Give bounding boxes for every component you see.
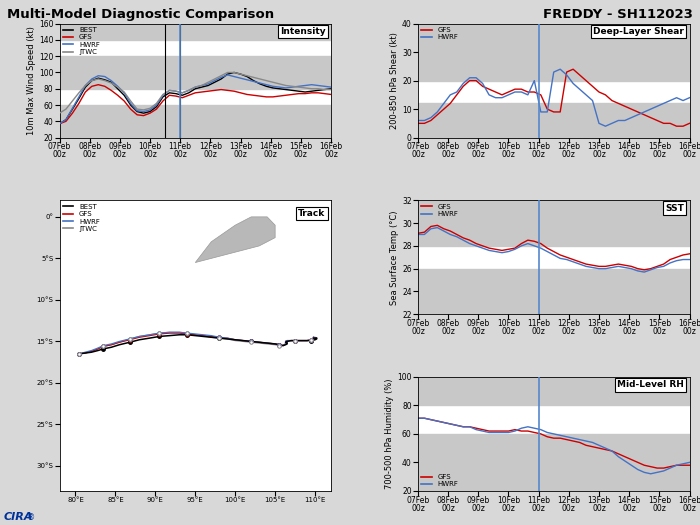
Text: SST: SST: [665, 204, 684, 213]
Legend: GFS, HWRF: GFS, HWRF: [421, 27, 458, 40]
Bar: [418, 377, 690, 405]
Bar: [418, 434, 690, 491]
Y-axis label: 10m Max Wind Speed (kt): 10m Max Wind Speed (kt): [27, 26, 36, 135]
Bar: [418, 200, 690, 246]
Text: Intensity: Intensity: [280, 27, 326, 36]
Text: CIRA: CIRA: [4, 512, 33, 522]
Text: ®: ®: [27, 513, 35, 522]
Legend: GFS, HWRF: GFS, HWRF: [421, 474, 458, 487]
Bar: [418, 24, 690, 81]
Y-axis label: 200-850 hPa Shear (kt): 200-850 hPa Shear (kt): [390, 32, 399, 129]
Text: Mid-Level RH: Mid-Level RH: [617, 380, 684, 390]
Text: Multi-Model Diagnostic Comparison: Multi-Model Diagnostic Comparison: [7, 8, 274, 21]
Legend: BEST, GFS, HWRF, JTWC: BEST, GFS, HWRF, JTWC: [63, 204, 100, 232]
Bar: [60, 24, 331, 40]
Text: Track: Track: [298, 209, 326, 218]
Text: FREDDY - SH112023: FREDDY - SH112023: [543, 8, 693, 21]
Bar: [418, 103, 690, 138]
Legend: BEST, GFS, HWRF, JTWC: BEST, GFS, HWRF, JTWC: [63, 27, 100, 55]
Legend: GFS, HWRF: GFS, HWRF: [421, 204, 458, 217]
Bar: [60, 105, 331, 138]
Bar: [418, 269, 690, 314]
Y-axis label: 700-500 hPa Humidity (%): 700-500 hPa Humidity (%): [386, 379, 394, 489]
Y-axis label: Sea Surface Temp (°C): Sea Surface Temp (°C): [390, 210, 399, 304]
Text: Deep-Layer Shear: Deep-Layer Shear: [593, 27, 684, 36]
Polygon shape: [195, 217, 275, 262]
Bar: [60, 56, 331, 89]
